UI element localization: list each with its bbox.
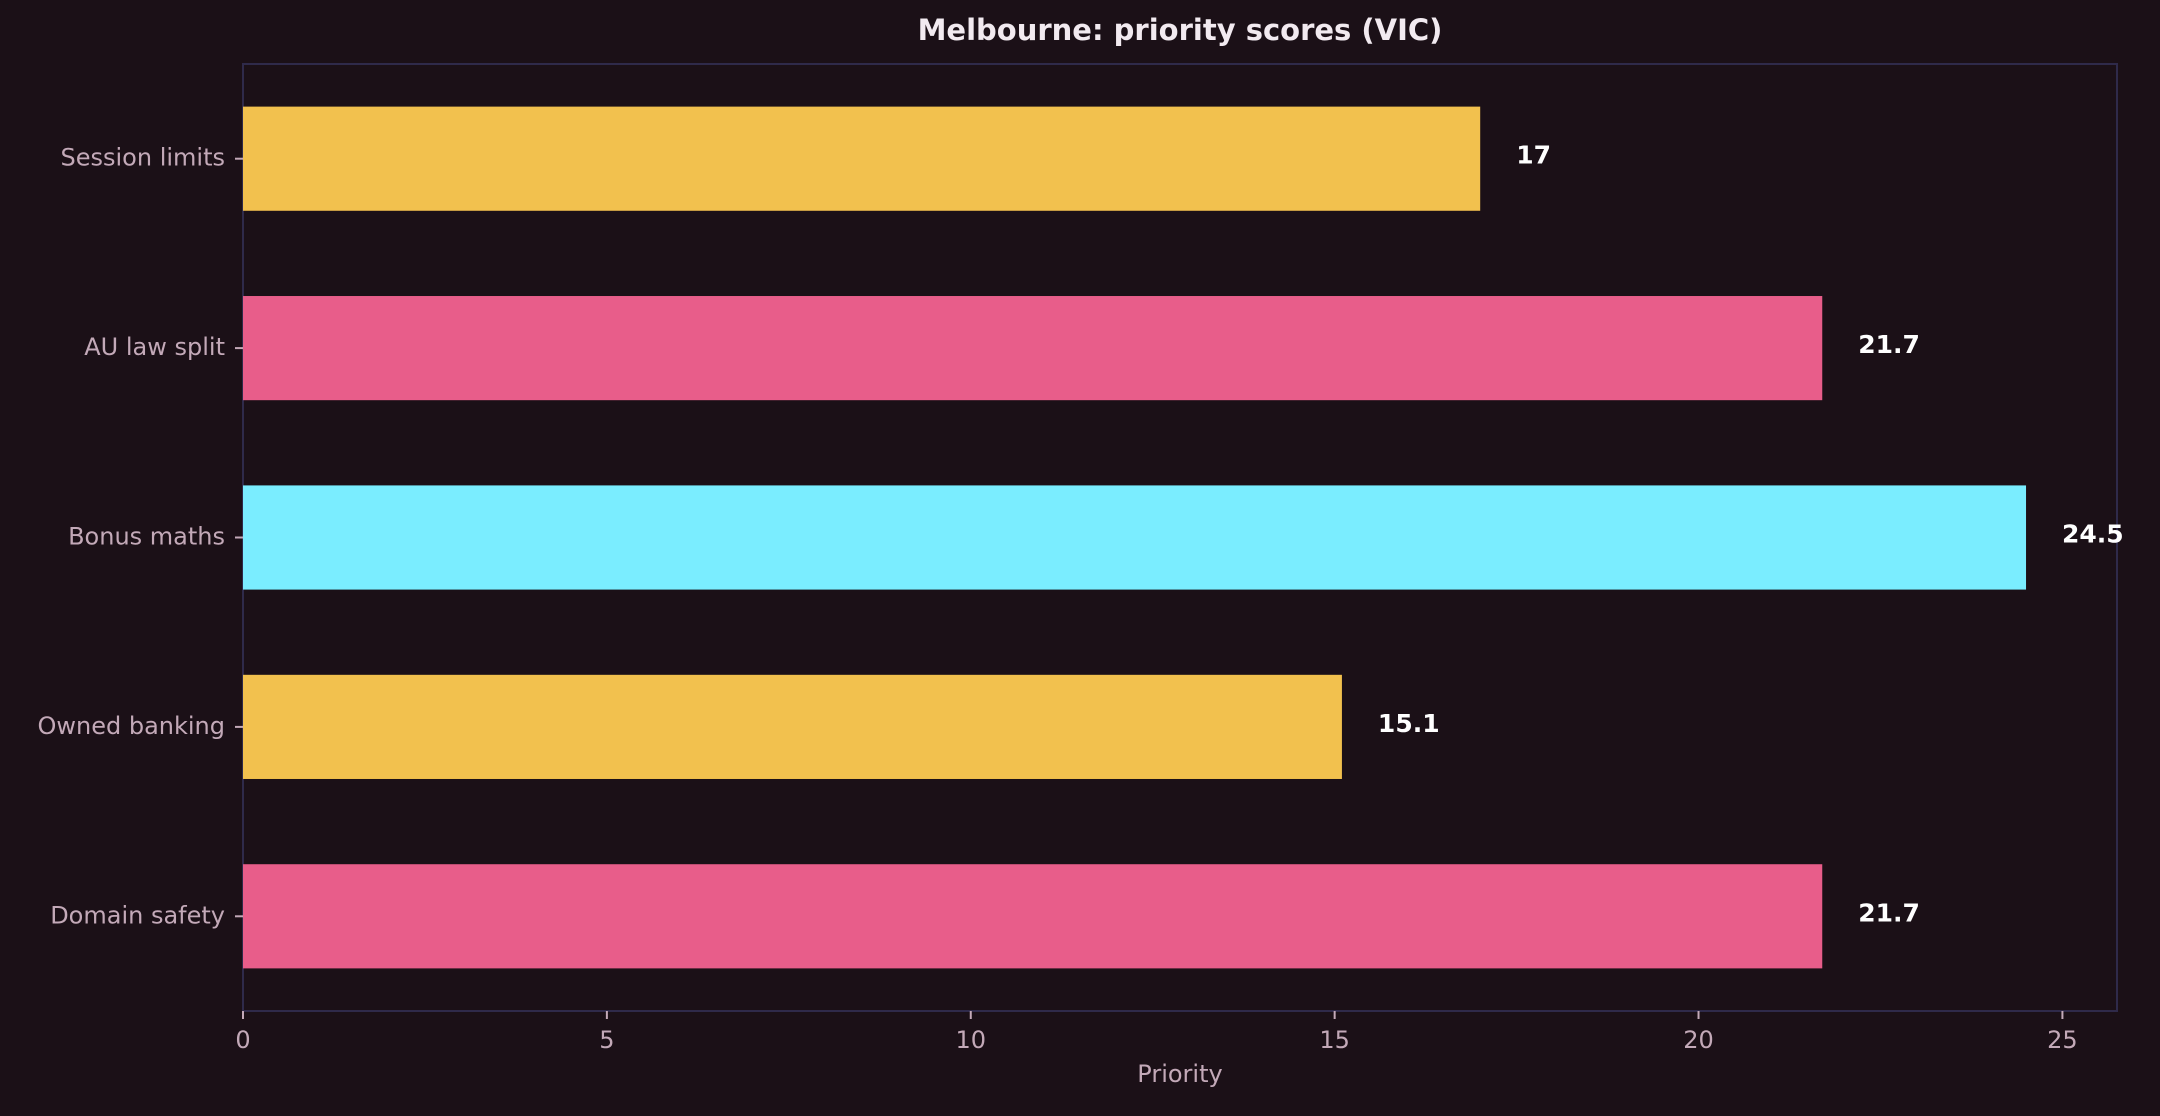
x-tick-label: 5 xyxy=(599,1026,614,1054)
chart-title: Melbourne: priority scores (VIC) xyxy=(918,13,1443,47)
x-tick-label: 15 xyxy=(1319,1026,1350,1054)
x-axis: 0 5 10 15 20 25 xyxy=(235,1011,2078,1054)
bars-layer: 17 21.7 24.5 15.1 21.7 xyxy=(243,106,2124,969)
category-label: AU law split xyxy=(84,333,225,361)
value-label: 21.7 xyxy=(1858,898,1920,927)
value-label: 15.1 xyxy=(1378,709,1440,738)
bar xyxy=(243,674,1342,779)
category-label: Domain safety xyxy=(50,901,225,929)
bar xyxy=(243,296,1823,401)
x-tick-label: 20 xyxy=(1683,1026,1714,1054)
x-tick-label: 25 xyxy=(2047,1026,2078,1054)
category-label: Bonus maths xyxy=(68,523,225,551)
x-axis-label: Priority xyxy=(1137,1060,1222,1088)
x-tick-label: 0 xyxy=(235,1026,250,1054)
bar xyxy=(243,106,1481,211)
bar xyxy=(243,485,2027,590)
value-label: 21.7 xyxy=(1858,330,1920,359)
value-label: 17 xyxy=(1516,141,1551,170)
y-axis: Session limits AU law split Bonus maths Own… xyxy=(37,144,243,929)
bar xyxy=(243,864,1823,969)
category-label: Session limits xyxy=(61,144,226,172)
value-label: 24.5 xyxy=(2062,520,2124,549)
x-tick-label: 10 xyxy=(955,1026,986,1054)
category-label: Owned banking xyxy=(37,712,225,740)
